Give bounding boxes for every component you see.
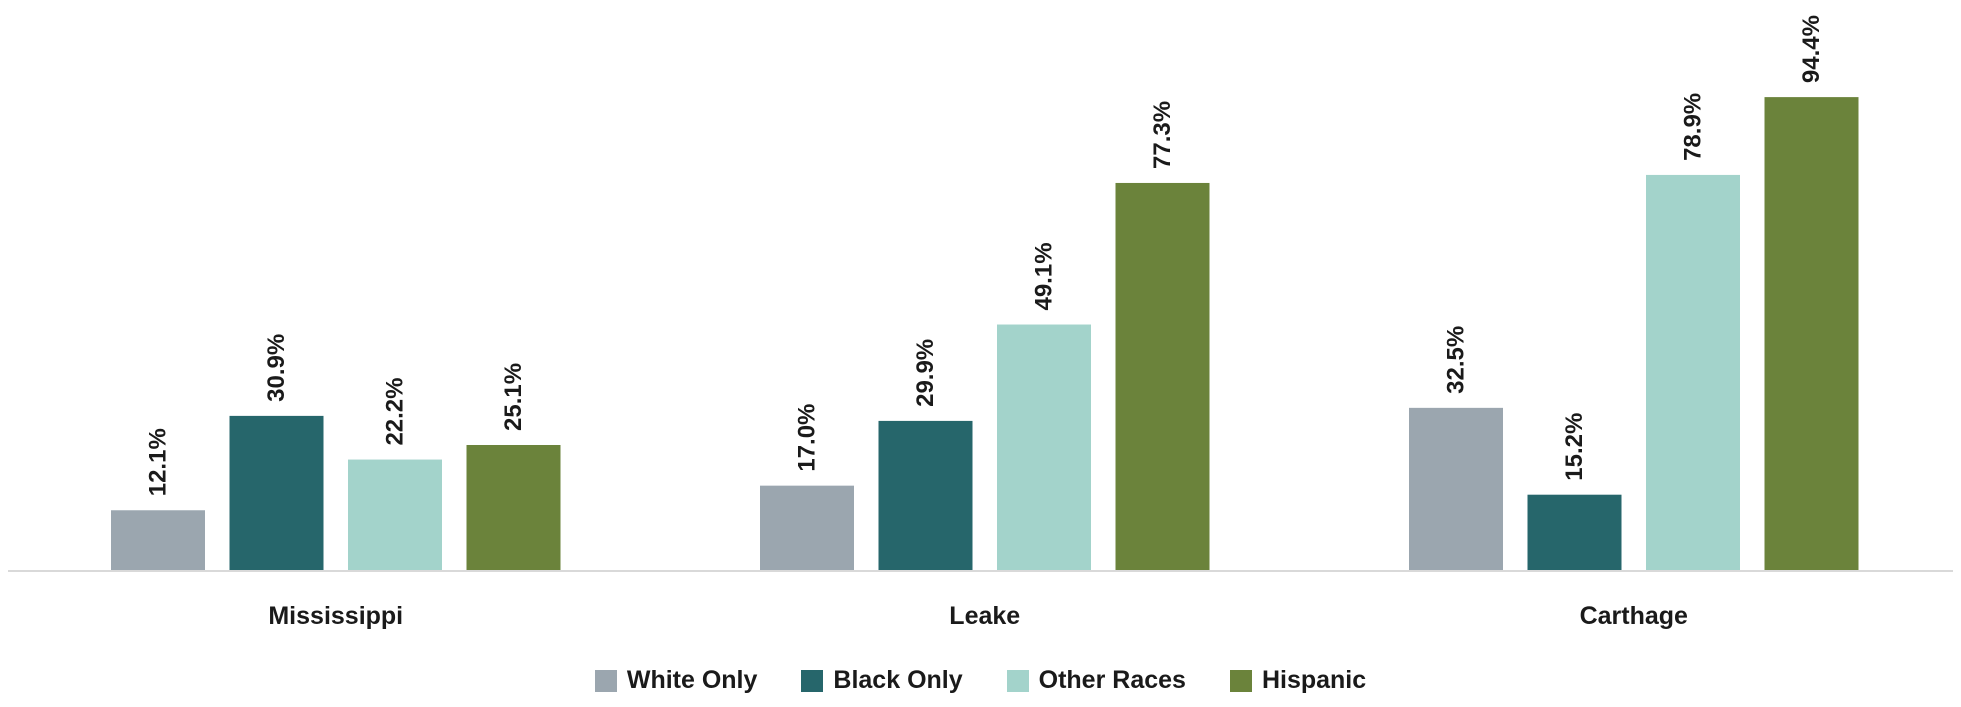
data-label: 25.1% xyxy=(500,363,527,431)
bar-mississippi-black-only xyxy=(229,415,324,571)
legend-label: Black Only xyxy=(833,666,963,694)
legend-swatch xyxy=(801,669,824,692)
data-label: 15.2% xyxy=(1561,413,1588,481)
bar-chart: 12.1% 30.9% 22.2% 25.1% 17.0% 29.9% 49.1% 77.3%… xyxy=(8,15,1953,630)
legend-item: Other Races xyxy=(1006,666,1186,695)
legend-swatch xyxy=(594,669,617,692)
bar-leake-hispanic xyxy=(1115,182,1210,572)
bar-mississippi-other-races xyxy=(348,459,442,571)
legend: White Only Black Only Other Races Hispanic xyxy=(0,666,1961,695)
bar-leake-other-races xyxy=(997,324,1091,571)
data-label: 94.4% xyxy=(1798,15,1825,83)
bars-group: 12.1% 30.9% 22.2% 25.1% 17.0% 29.9% 49.1% 77.3%… xyxy=(111,15,1859,572)
data-label: 77.3% xyxy=(1149,101,1176,169)
legend-item: Black Only xyxy=(801,666,963,695)
legend-item: White Only xyxy=(594,666,758,695)
bar-carthage-hispanic xyxy=(1764,97,1859,571)
legend-swatch xyxy=(1229,669,1252,692)
bar-carthage-other-races xyxy=(1646,174,1740,571)
data-label: 17.0% xyxy=(794,404,821,472)
bar-carthage-white-only xyxy=(1409,407,1503,571)
bar-leake-black-only xyxy=(878,420,973,571)
legend-item: Hispanic xyxy=(1229,666,1367,695)
data-label: 49.1% xyxy=(1031,242,1058,310)
category-label: Mississippi xyxy=(268,602,403,630)
category-label: Leake xyxy=(949,602,1020,630)
category-labels-group: Mississippi Leake Carthage xyxy=(268,602,1688,630)
legend-label: Hispanic xyxy=(1261,666,1367,694)
data-label: 32.5% xyxy=(1443,326,1470,394)
data-label: 22.2% xyxy=(382,377,409,445)
category-label: Carthage xyxy=(1580,602,1688,630)
bar-mississippi-white-only xyxy=(111,510,205,571)
bar-carthage-black-only xyxy=(1527,494,1622,571)
legend-swatch xyxy=(1006,669,1029,692)
legend-label: White Only xyxy=(626,666,758,694)
bar-leake-white-only xyxy=(760,485,854,571)
data-label: 30.9% xyxy=(263,334,290,402)
legend-label: Other Races xyxy=(1038,666,1186,694)
bar-mississippi-hispanic xyxy=(466,444,561,571)
data-label: 78.9% xyxy=(1680,93,1707,161)
data-label: 12.1% xyxy=(145,428,172,496)
data-label: 29.9% xyxy=(912,339,939,407)
